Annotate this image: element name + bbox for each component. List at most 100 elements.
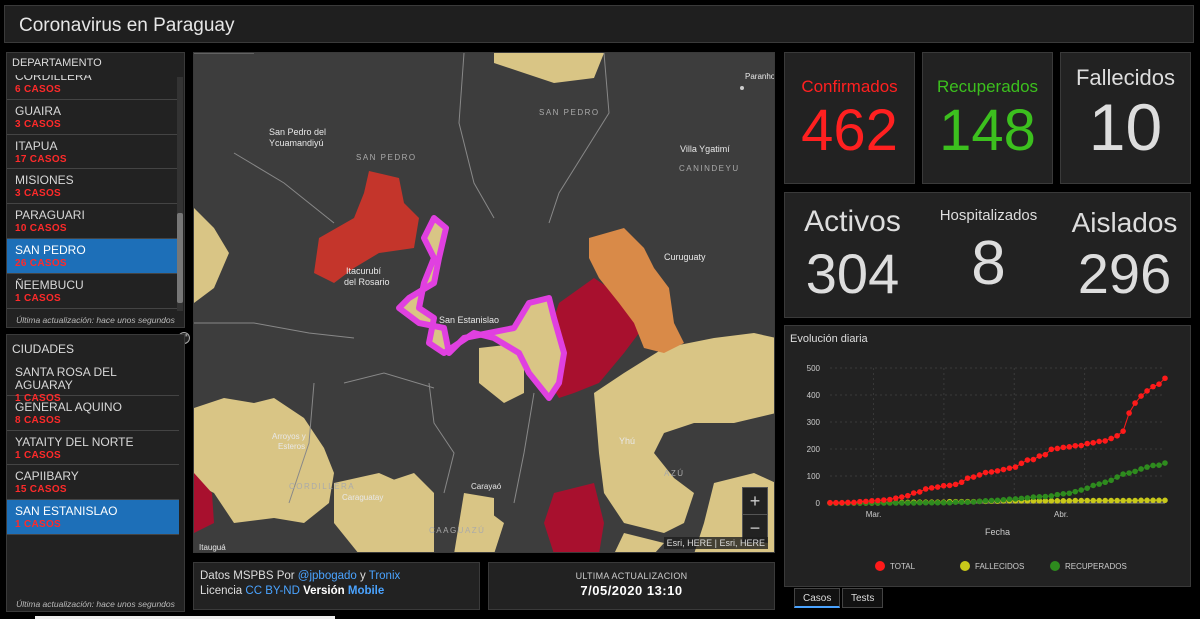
data-point-recuperados[interactable] [934,499,941,506]
data-point-recuperados[interactable] [916,499,923,506]
data-point-total[interactable] [857,498,863,505]
license-link[interactable]: CC BY-ND [245,585,300,597]
list-item[interactable]: SAN ESTANISLAO 1 CASOS [7,500,179,535]
data-point-total[interactable] [1042,451,1049,458]
map-canvas[interactable]: San Pedro del Ycuamandiyú SAN PEDRO SAN … [194,53,775,553]
data-point-total[interactable] [994,468,1001,474]
data-point-fallecidos[interactable] [1072,497,1079,504]
legend-label[interactable]: FALLECIDOS [975,562,1024,571]
list-item[interactable]: CAPIIBARY 15 CASOS [7,465,179,501]
zoom-in-button[interactable]: + [743,488,767,515]
list-item[interactable]: MISIONES 3 CASOS [7,169,179,205]
data-point-recuperados[interactable] [1048,493,1055,499]
data-point-total[interactable] [922,486,929,492]
scrollbar-thumb[interactable] [177,213,183,303]
data-point-recuperados[interactable] [1060,491,1067,497]
data-point-fallecidos[interactable] [1102,497,1108,504]
data-point-fallecidos[interactable] [1156,497,1162,504]
region-yhu[interactable] [594,333,775,533]
data-point-fallecidos[interactable] [1066,498,1073,504]
data-point-fallecidos[interactable] [1042,498,1049,504]
data-point-recuperados[interactable] [1120,471,1126,477]
data-point-total[interactable] [887,496,893,503]
data-point-recuperados[interactable] [1156,462,1162,468]
data-point-fallecidos[interactable] [1048,498,1055,504]
data-point-total[interactable] [988,469,995,475]
list-item[interactable]: GUAIRA 3 CASOS [7,100,179,135]
data-point-recuperados[interactable] [1090,482,1097,489]
data-point-fallecidos[interactable] [1138,497,1144,504]
tab-tests[interactable]: Tests [842,588,884,608]
data-point-total[interactable] [982,469,989,476]
data-point-fallecidos[interactable] [1132,497,1138,504]
list-item[interactable]: ITAPUA 17 CASOS [7,135,179,170]
data-point-recuperados[interactable] [1144,464,1150,470]
data-point-fallecidos[interactable] [1054,498,1061,504]
data-point-recuperados[interactable] [964,499,971,505]
data-point-recuperados[interactable] [1066,490,1073,497]
legend-label[interactable]: RECUPERADOS [1065,562,1127,571]
data-point-total[interactable] [970,474,977,480]
legend-marker[interactable] [1050,561,1060,571]
data-point-fallecidos[interactable] [1096,497,1102,504]
region-san-estanislao[interactable] [396,215,567,401]
data-point-total[interactable] [1006,465,1013,471]
data-point-recuperados[interactable] [904,500,911,506]
data-point-total[interactable] [928,485,935,491]
data-point-total[interactable] [898,494,905,500]
data-point-recuperados[interactable] [1024,495,1031,501]
departamento-scrollbar[interactable] [177,77,183,311]
list-item[interactable]: SANTA ROSA DEL AGUARAY 1 CASOS [7,361,179,404]
data-point-total[interactable] [904,492,911,499]
data-point-recuperados[interactable] [928,499,935,506]
list-item[interactable]: YATAITY DEL NORTE 1 CASOS [7,431,179,466]
list-item[interactable]: GENERAL AQUINO 8 CASOS [7,396,179,431]
data-point-total[interactable] [1162,375,1168,382]
data-point-recuperados[interactable] [1132,468,1138,475]
region-left[interactable] [194,208,229,303]
version-mobile-link[interactable]: Mobile [347,585,385,597]
data-point-total[interactable] [1156,381,1162,387]
data-point-total[interactable] [893,495,899,501]
data-point-total[interactable] [1048,446,1055,453]
data-point-recuperados[interactable] [1006,496,1013,503]
data-point-total[interactable] [1030,456,1037,463]
map-view[interactable]: San Pedro del Ycuamandiyú SAN PEDRO SAN … [193,52,775,553]
data-point-total[interactable] [964,475,971,481]
data-point-recuperados[interactable] [1036,493,1043,500]
data-point-recuperados[interactable] [1126,470,1132,476]
data-point-total[interactable] [1090,439,1097,446]
data-point-total[interactable] [976,472,983,478]
zoom-out-button[interactable]: − [749,518,761,538]
data-point-recuperados[interactable] [1000,496,1007,503]
data-point-total[interactable] [851,499,857,506]
data-point-total[interactable] [845,499,851,506]
data-point-recuperados[interactable] [1084,485,1091,491]
data-point-total[interactable] [1150,383,1156,390]
region-high-east[interactable] [544,278,639,398]
region-carayao-south[interactable] [464,508,504,553]
data-point-total[interactable] [839,499,845,506]
data-point-total[interactable] [916,489,923,495]
legend-marker[interactable] [875,561,885,571]
data-point-recuperados[interactable] [1072,488,1079,495]
data-point-total[interactable] [952,481,959,488]
data-point-total[interactable] [875,497,881,504]
region-south[interactable] [614,533,664,553]
data-point-recuperados[interactable] [1096,481,1102,487]
data-point-recuperados[interactable] [910,500,917,506]
data-point-fallecidos[interactable] [1150,497,1156,504]
data-point-total[interactable] [1138,393,1144,399]
data-point-total[interactable] [1012,464,1019,470]
data-point-total[interactable] [1084,440,1091,447]
data-point-recuperados[interactable] [970,499,977,505]
region-caraguatay-east[interactable] [384,473,434,553]
evolucion-chart[interactable]: 0 100 200 300 400 500 Mar. Abr. Fecha TOTAL FALLEC… [785,326,1192,588]
region-high-west[interactable] [194,473,214,533]
data-point-fallecidos[interactable] [1162,497,1168,504]
data-point-recuperados[interactable] [1018,495,1025,502]
data-point-recuperados[interactable] [1102,479,1108,486]
region-south-center[interactable] [479,343,524,403]
data-point-recuperados[interactable] [982,498,989,504]
data-point-total[interactable] [827,499,833,506]
